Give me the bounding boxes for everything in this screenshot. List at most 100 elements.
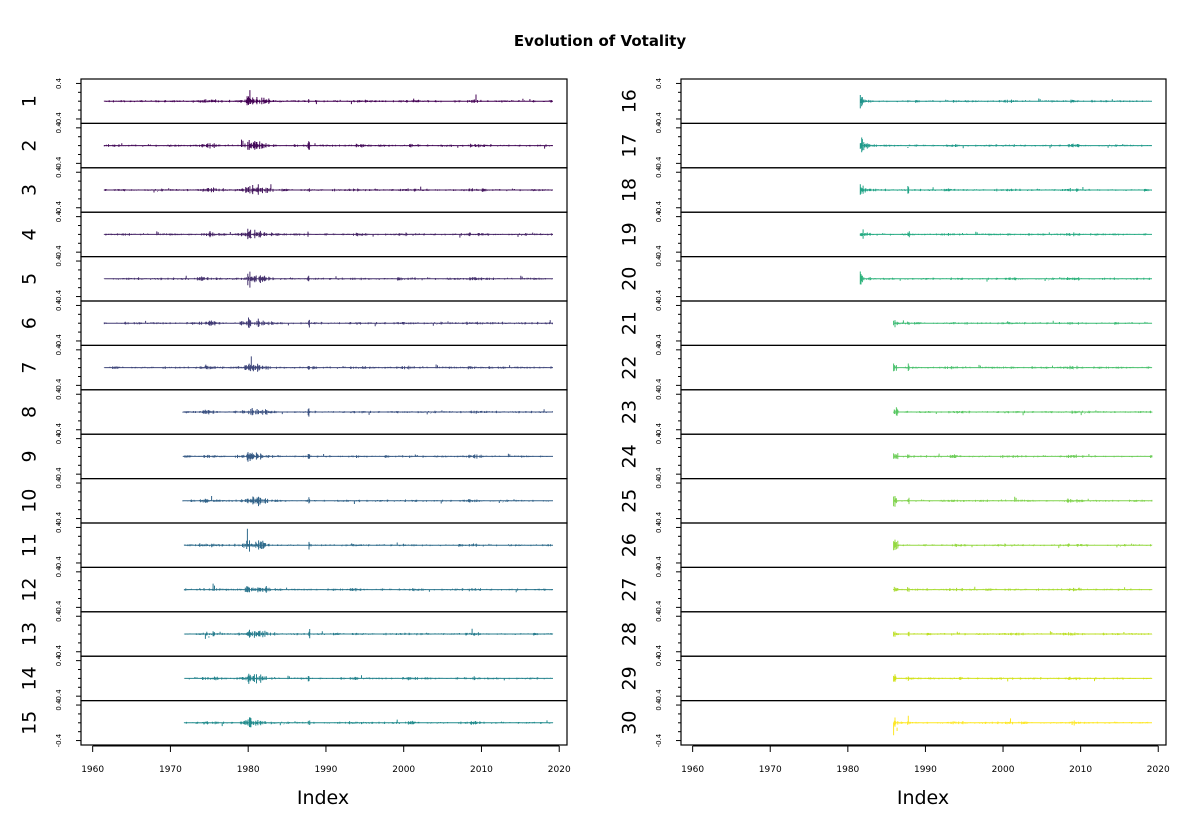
series-line-26 [893,539,1153,551]
y-tick-label: -0.4 [55,200,63,214]
y-tick-label: -0.4 [655,334,663,348]
y-tick-label: -0.4 [655,467,663,481]
x-tick-label: 1970 [759,765,782,775]
series-line-14 [183,673,553,684]
panel-label-3: 3 [19,184,41,196]
y-tick-label: 0.4 [655,655,663,667]
y-tick-label: 0.4 [55,433,63,445]
y-tick-label: 0.4 [655,566,663,578]
panel-label-19: 19 [619,222,641,246]
y-tick-label: 0.4 [55,521,63,533]
panel-label-18: 18 [619,178,641,202]
x-tick-label: 1980 [836,765,859,775]
panel-label-23: 23 [619,400,641,424]
y-tick-label: 0.4 [55,77,63,89]
y-tick-label: -0.4 [55,156,63,170]
panel-label-5: 5 [19,273,41,285]
panel-label-15: 15 [19,711,41,735]
series-line-20 [859,271,1152,285]
series-line-15 [183,717,554,728]
y-tick-label: -0.4 [655,511,663,525]
series-line-30 [893,715,1152,736]
y-tick-label: 0.4 [655,521,663,533]
x-tick-label: 1960 [681,765,704,775]
x-tick-label: 1970 [159,765,182,775]
panel-label-10: 10 [19,489,41,513]
y-tick-label: 0.4 [655,699,663,711]
y-tick-label: 0.4 [655,388,663,400]
y-tick-label: -0.4 [55,600,63,614]
y-tick-label: -0.4 [655,112,663,126]
series-line-13 [183,628,554,639]
y-tick-label: -0.4 [55,644,63,658]
y-tick-label: -0.4 [55,378,63,392]
y-tick-label: 0.4 [55,388,63,400]
y-tick-label: -0.4 [55,112,63,126]
y-tick-label: 0.4 [655,299,663,311]
x-tick-label: 2000 [392,765,415,775]
y-tick-label: -0.4 [55,556,63,570]
panel-label-12: 12 [19,578,41,602]
series-line-19 [859,229,1152,239]
panel-label-6: 6 [19,317,41,329]
panel-label-13: 13 [19,622,41,646]
y-tick-label: -0.4 [55,334,63,348]
panel-label-14: 14 [19,666,41,690]
series-line-10 [182,496,553,507]
y-tick-label: 0.4 [55,211,63,223]
y-tick-label: 0.4 [655,166,663,178]
series-line-6 [103,317,553,328]
x-tick-label: 2020 [1147,765,1170,775]
y-tick-label: -0.4 [55,245,63,259]
series-line-2 [103,139,553,150]
series-line-11 [183,528,554,552]
panel-label-2: 2 [19,140,41,152]
y-tick-label: 0.4 [55,166,63,178]
panel-label-29: 29 [619,666,641,690]
series-line-23 [893,407,1153,416]
series-line-12 [183,583,554,593]
series-line-29 [893,674,1153,682]
y-tick-label: -0.4 [655,378,663,392]
series-line-22 [893,363,1153,372]
x-tick-label: 2000 [992,765,1015,775]
plot-area: 10.4-0.420.4-0.430.4-0.440.4-0.450.4-0.4… [19,77,1170,775]
x-axis-label-right: Index [897,787,949,809]
panel-label-27: 27 [619,578,641,602]
y-tick-label: -0.4 [55,733,63,747]
y-tick-label: -0.4 [655,556,663,570]
panel-label-28: 28 [619,622,641,646]
panel-label-25: 25 [619,489,641,513]
y-tick-label: -0.4 [655,200,663,214]
y-tick-label: 0.4 [55,566,63,578]
y-tick-label: -0.4 [55,511,63,525]
series-line-24 [893,453,1153,460]
series-line-25 [893,496,1153,507]
x-tick-label: 1980 [237,765,260,775]
panel-label-21: 21 [619,311,641,335]
x-tick-label: 2020 [548,765,571,775]
y-tick-label: 0.4 [55,699,63,711]
y-tick-label: 0.4 [55,477,63,489]
y-tick-label: 0.4 [55,255,63,267]
panel-label-16: 16 [619,89,641,113]
y-tick-label: -0.4 [655,156,663,170]
panel-label-7: 7 [19,362,41,374]
chart-title: Evolution of Votality [514,32,687,50]
y-tick-label: -0.4 [55,422,63,436]
y-tick-label: -0.4 [655,600,663,614]
y-tick-label: 0.4 [655,477,663,489]
series-line-9 [182,452,553,462]
panel-label-22: 22 [619,356,641,380]
series-line-21 [893,320,1153,328]
y-tick-label: -0.4 [655,644,663,658]
y-tick-label: -0.4 [655,733,663,747]
y-tick-label: -0.4 [655,245,663,259]
y-tick-label: 0.4 [655,122,663,134]
series-line-18 [859,184,1152,195]
panel-label-26: 26 [619,533,641,557]
series-line-8 [182,408,553,417]
y-tick-label: -0.4 [55,689,63,703]
y-tick-label: 0.4 [655,77,663,89]
